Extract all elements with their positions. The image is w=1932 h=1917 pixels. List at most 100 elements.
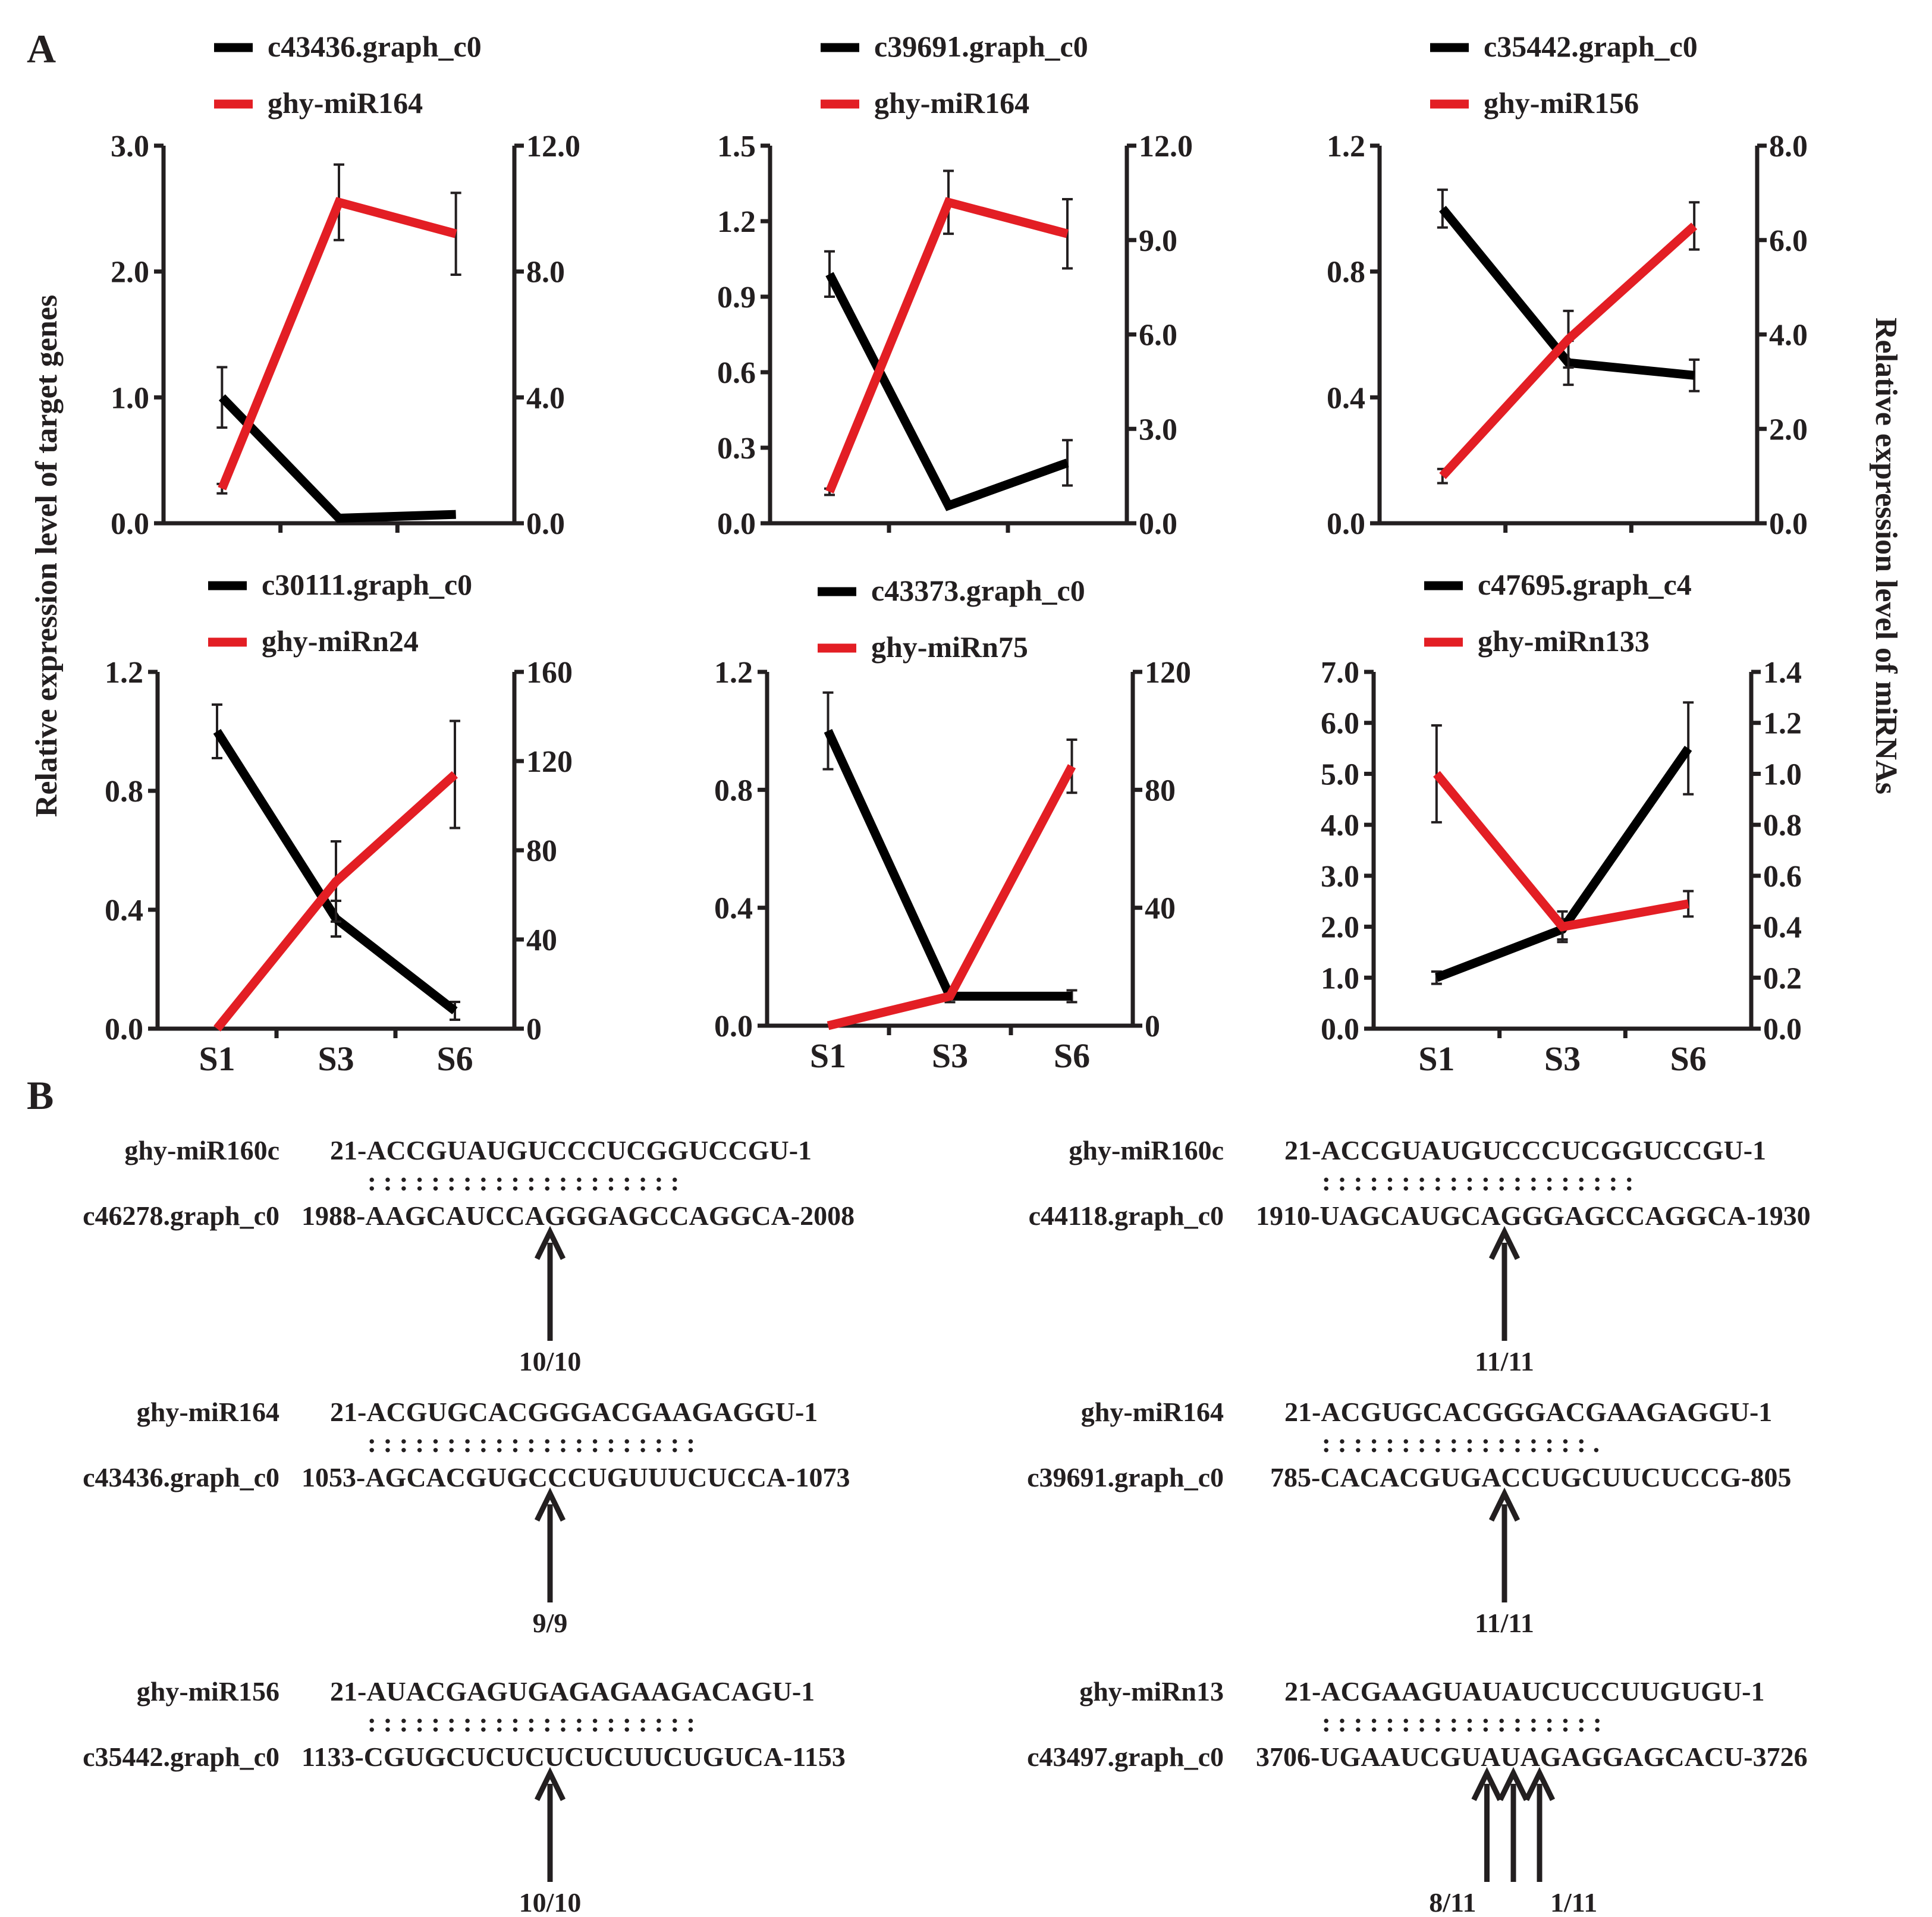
target-name: c43497.graph_c0 (1027, 1742, 1224, 1772)
right-tick-label: 0 (526, 1013, 542, 1047)
left-tick-label: 1.0 (1321, 961, 1359, 995)
target-sequence: 1910-UAGCAUGCAGGGAGCCAGGCA-1930 (1256, 1201, 1811, 1231)
series-mirna: ghy-miRn75 (818, 630, 1077, 1030)
chart-6: 0.0 1.0 2.0 3.0 4.0 5.0 6.0 7.0 0.0 0.2 0.4 0.6 0.8 1… (1321, 568, 1802, 1078)
x-tick-label: S1 (810, 1036, 846, 1075)
right-tick-label: 4.0 (1769, 319, 1808, 353)
right-tick-label: 8.0 (526, 256, 565, 290)
right-tick-label: 9.0 (1139, 224, 1177, 258)
cleavage-arrowhead (534, 1225, 566, 1260)
left-tick-label: 0.0 (1321, 1013, 1359, 1047)
match-line: : : : : : : : : : : : : : : : : : . (1322, 1428, 1600, 1458)
mirna-sequence: 21-ACCGUAUGUCCCUCGGUCCGU-1 (330, 1135, 812, 1165)
left-tick-label: 0.3 (717, 432, 756, 466)
cleavage-label: 10/10 (519, 1346, 582, 1377)
x-tick-label: S1 (1418, 1039, 1455, 1078)
cleavage-arrowhead (1488, 1487, 1521, 1522)
series-line (827, 764, 1076, 1030)
alignment-4: ghy-miR164 21-ACGUGCACGGGACGAAGAGGU-1: : … (1027, 1397, 1791, 1638)
right-tick-label: 160 (526, 656, 573, 690)
match-line: : : : : : : : : : : : : : : : : : : (1322, 1707, 1602, 1737)
left-tick-label: 0.0 (105, 1013, 143, 1047)
left-tick-label: 1.2 (105, 656, 143, 690)
x-tick-label: S6 (1054, 1036, 1090, 1075)
cleavage-arrowhead (1471, 1767, 1503, 1801)
legend-label: c30111.graph_c0 (262, 568, 472, 601)
legend-label: ghy-miRn133 (1478, 624, 1650, 658)
series-target: c47695.graph_c4 (1424, 568, 1694, 985)
cleavage-label: 11/11 (1475, 1608, 1534, 1638)
left-tick-label: 0.4 (1327, 381, 1365, 415)
series-line (1433, 771, 1689, 932)
target-name: c43436.graph_c0 (83, 1462, 279, 1492)
right-tick-label: 0.0 (1769, 507, 1808, 541)
x-tick-label: S3 (932, 1036, 968, 1075)
target-sequence: 1053-AGCACGUGCCCUGUUUCUCCA-1073 (301, 1462, 850, 1492)
right-tick-label: 40 (1145, 892, 1176, 926)
left-tick-label: 0.0 (1327, 507, 1365, 541)
match-line: : : : : : : : : : : : : : : : : : : : : (367, 1166, 680, 1196)
series-target: c39691.graph_c0 (821, 30, 1088, 511)
right-tick-label: 1.0 (1763, 758, 1802, 791)
legend-label: ghy-miR164 (268, 86, 423, 120)
right-tick-label: 0.0 (1139, 507, 1177, 541)
chart-2: 0.0 0.3 0.6 0.9 1.2 1.5 0.0 3.0 6.0 9.0 12.0 c39691… (717, 30, 1193, 541)
left-tick-label: 5.0 (1321, 758, 1359, 791)
mirna-sequence: 21-ACGUGCACGGGACGAAGAGGU-1 (1284, 1397, 1772, 1427)
left-tick-label: 0.0 (111, 507, 149, 541)
series-line (218, 197, 457, 491)
chart-1: 0.0 1.0 2.0 3.0 0.0 4.0 8.0 12.0 c43436.graph_c0… (111, 30, 580, 541)
series-line (1439, 222, 1698, 479)
left-tick-label: 0.8 (714, 774, 753, 807)
x-tick-label: S6 (1670, 1039, 1707, 1078)
series-mirna: ghy-miR164 (821, 86, 1073, 496)
chart-4: 0.0 0.4 0.8 1.2 0 40 80 120 160 S1 S3 S6 c30111.grap… (105, 568, 573, 1078)
cleavage-label: 10/10 (519, 1887, 582, 1917)
legend-label: c35442.graph_c0 (1484, 30, 1698, 63)
right-tick-label: 80 (526, 834, 557, 868)
mirna-sequence: 21-ACCGUAUGUCCCUCGGUCCGU-1 (1284, 1135, 1766, 1165)
series-mirna: ghy-miR164 (214, 86, 461, 495)
left-tick-label: 0.0 (714, 1010, 753, 1044)
cleavage-arrowhead (1523, 1767, 1556, 1801)
right-tick-label: 1.4 (1763, 656, 1802, 690)
left-tick-label: 1.0 (111, 381, 149, 415)
cleavage-label: 1/11 (1550, 1887, 1597, 1917)
left-tick-label: 1.2 (717, 205, 756, 239)
right-tick-label: 3.0 (1139, 413, 1177, 447)
target-sequence: 1133-CGUGCUCUCUCUCUUCUGUCA-1153 (301, 1742, 846, 1772)
left-tick-label: 0.8 (1327, 256, 1365, 290)
series-line (825, 197, 1069, 494)
legend-label: ghy-miRn75 (871, 630, 1028, 664)
series-mirna: ghy-miR156 (1430, 86, 1700, 485)
target-sequence: 1988-AAGCAUCCAGGGAGCCAGGCA-2008 (301, 1201, 855, 1231)
match-line: : : : : : : : : : : : : : : : : : : : : … (367, 1428, 696, 1458)
alignment-2: ghy-miR160c 21-ACCGUAUGUCCCUCGGUCCGU-1: :… (1029, 1135, 1811, 1377)
right-tick-label: 0.0 (1763, 1013, 1802, 1047)
legend-label: c47695.graph_c4 (1478, 568, 1692, 601)
right-tick-label: 8.0 (1769, 130, 1808, 164)
cleavage-label: 9/9 (533, 1608, 568, 1638)
legend-label: c43373.graph_c0 (871, 574, 1085, 607)
left-tick-label: 1.2 (714, 656, 753, 690)
mirna-sequence: 21-AUACGAGUGAGAGAAGACAGU-1 (330, 1676, 815, 1707)
left-tick-label: 7.0 (1321, 656, 1359, 690)
mirna-name: ghy-miRn13 (1079, 1676, 1224, 1707)
left-axis-title: Relative expression level of target gene… (30, 295, 64, 817)
right-tick-label: 120 (1145, 656, 1191, 690)
legend-label: ghy-miR156 (1484, 86, 1639, 120)
match-line: : : : : : : : : : : : : : : : : : : : : (1322, 1166, 1634, 1196)
right-axis-title: Relative expression level of miRNAs (1869, 318, 1903, 794)
panel-label-b: B (27, 1073, 54, 1118)
alignment-1: ghy-miR160c 21-ACCGUAUGUCCCUCGGUCCGU-1: :… (83, 1135, 855, 1377)
left-tick-label: 0.4 (714, 892, 753, 926)
right-tick-label: 40 (526, 923, 557, 957)
legend-label: c39691.graph_c0 (874, 30, 1088, 63)
x-tick-label: S6 (436, 1039, 473, 1078)
right-tick-label: 2.0 (1769, 413, 1808, 447)
alignment-3: ghy-miR164 21-ACGUGCACGGGACGAAGAGGU-1: : … (83, 1397, 850, 1638)
series-line (218, 394, 456, 523)
left-tick-label: 0.8 (105, 775, 143, 809)
series-target: c43436.graph_c0 (214, 30, 482, 523)
